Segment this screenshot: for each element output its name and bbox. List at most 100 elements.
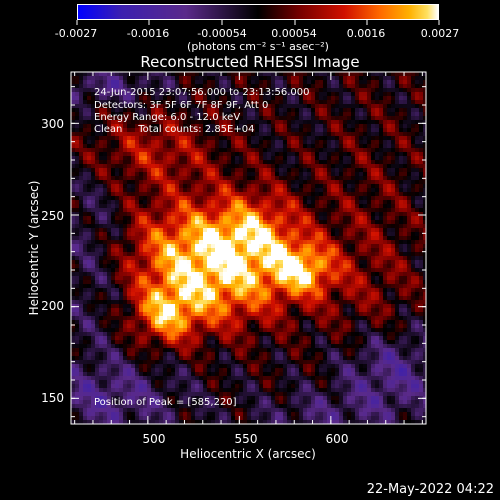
heatmap-cell: [119, 284, 123, 288]
heatmap-cell: [103, 172, 107, 176]
heatmap-cell: [231, 188, 235, 192]
heatmap-cell: [351, 152, 355, 156]
heatmap-cell: [163, 208, 167, 212]
heatmap-cell: [279, 248, 283, 252]
heatmap-cell: [319, 196, 323, 200]
heatmap-cell: [87, 84, 91, 88]
heatmap-cell: [355, 276, 359, 280]
heatmap-cell: [139, 260, 143, 264]
heatmap-cell: [167, 292, 171, 296]
heatmap-cell: [295, 168, 299, 172]
heatmap-cell: [259, 156, 263, 160]
heatmap-cell: [83, 164, 87, 168]
heatmap-cell: [171, 160, 175, 164]
heatmap-cell: [163, 216, 167, 220]
heatmap-cell: [403, 288, 407, 292]
heatmap-cell: [359, 268, 363, 272]
heatmap-cell: [303, 128, 307, 132]
heatmap-cell: [299, 76, 303, 80]
heatmap-cell: [291, 188, 295, 192]
heatmap-cell: [87, 96, 91, 100]
heatmap-cell: [367, 108, 371, 112]
heatmap-cell: [339, 132, 343, 136]
heatmap-cell: [355, 148, 359, 152]
heatmap-cell: [199, 180, 203, 184]
heatmap-cell: [419, 124, 423, 128]
heatmap-cell: [415, 240, 419, 244]
heatmap-cell: [223, 284, 227, 288]
heatmap-cell: [363, 136, 367, 140]
heatmap-cell: [251, 256, 255, 260]
heatmap-cell: [423, 72, 427, 76]
heatmap-cell: [119, 168, 123, 172]
heatmap-cell: [139, 272, 143, 276]
heatmap-cell: [311, 236, 315, 240]
heatmap-cell: [203, 148, 207, 152]
heatmap-cell: [283, 152, 287, 156]
heatmap-cell: [207, 152, 211, 156]
heatmap-cell: [115, 228, 119, 232]
heatmap-cell: [139, 172, 143, 176]
heatmap-cell: [151, 164, 155, 168]
heatmap-cell: [271, 216, 275, 220]
heatmap-cell: [163, 144, 167, 148]
heatmap-cell: [295, 160, 299, 164]
heatmap-cell: [243, 72, 247, 76]
heatmap-cell: [391, 108, 395, 112]
heatmap-cell: [111, 184, 115, 188]
heatmap-cell: [331, 124, 335, 128]
heatmap-cell: [415, 92, 419, 96]
heatmap-cell: [139, 168, 143, 172]
heatmap-cell: [183, 196, 187, 200]
heatmap-cell: [259, 248, 263, 252]
heatmap-cell: [83, 108, 87, 112]
heatmap-cell: [359, 96, 363, 100]
heatmap-cell: [95, 284, 99, 288]
heatmap-cell: [359, 272, 363, 276]
heatmap-cell: [295, 156, 299, 160]
heatmap-cell: [287, 160, 291, 164]
heatmap-cell: [327, 240, 331, 244]
heatmap-cell: [379, 92, 383, 96]
heatmap-cell: [315, 176, 319, 180]
heatmap-cell: [399, 240, 403, 244]
heatmap-cell: [307, 288, 311, 292]
heatmap-cell: [279, 136, 283, 140]
heatmap-cell: [379, 180, 383, 184]
heatmap-cell: [87, 248, 91, 252]
heatmap-cell: [283, 208, 287, 212]
heatmap-cell: [235, 184, 239, 188]
heatmap-cell: [83, 188, 87, 192]
heatmap-cell: [335, 172, 339, 176]
heatmap-cell: [423, 184, 427, 188]
heatmap-cell: [171, 172, 175, 176]
heatmap-cell: [331, 156, 335, 160]
heatmap-cell: [419, 284, 423, 288]
heatmap-cell: [415, 228, 419, 232]
heatmap-cell: [99, 284, 103, 288]
heatmap-cell: [375, 212, 379, 216]
heatmap-cell: [287, 176, 291, 180]
heatmap-cell: [379, 72, 383, 76]
heatmap-cell: [227, 172, 231, 176]
heatmap-cell: [331, 276, 335, 280]
heatmap-cell: [391, 276, 395, 280]
heatmap-cell: [79, 284, 83, 288]
heatmap-cell: [367, 188, 371, 192]
heatmap-cell: [323, 292, 327, 296]
heatmap-cell: [255, 224, 259, 228]
heatmap-cell: [375, 264, 379, 268]
heatmap-cell: [359, 228, 363, 232]
heatmap-cell: [179, 248, 183, 252]
heatmap-cell: [83, 136, 87, 140]
heatmap-cell: [219, 192, 223, 196]
heatmap-cell: [271, 200, 275, 204]
heatmap-cell: [147, 232, 151, 236]
heatmap-cell: [207, 204, 211, 208]
heatmap-cell: [235, 276, 239, 280]
heatmap-cell: [143, 144, 147, 148]
heatmap-cell: [75, 196, 79, 200]
heatmap-cell: [183, 208, 187, 212]
heatmap-cell: [367, 292, 371, 296]
heatmap-cell: [343, 76, 347, 80]
